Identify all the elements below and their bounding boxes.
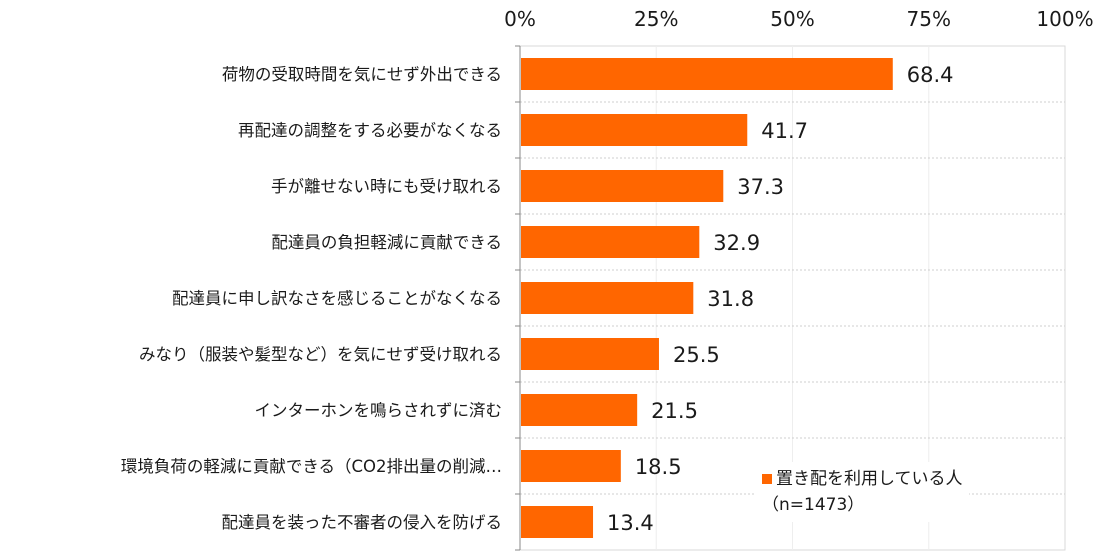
x-tick-label: 25%	[634, 7, 678, 31]
legend-sample-size: （n=1473）	[762, 495, 865, 515]
x-tick-label: 100%	[1036, 7, 1093, 31]
value-label: 68.4	[907, 63, 954, 87]
category-label: インターホンを鳴らされずに済む	[255, 401, 503, 420]
bar	[521, 450, 621, 482]
x-tick-label: 75%	[907, 7, 951, 31]
category-label: 配達員を装った不審者の侵入を防げる	[222, 513, 503, 532]
category-label: 配達員に申し訳なさを感じることがなくなる	[172, 289, 502, 308]
value-label: 31.8	[707, 287, 754, 311]
legend: 置き配を利用している人 （n=1473）	[756, 462, 969, 522]
category-label: 荷物の受取時間を気にせず外出できる	[222, 65, 502, 84]
bar	[521, 170, 724, 202]
category-label: 環境負荷の軽減に貢献できる（CO2排出量の削減…	[121, 457, 502, 476]
x-tick-label: 0%	[504, 7, 536, 31]
bar	[521, 338, 659, 370]
legend-swatch	[762, 474, 772, 484]
bar	[521, 506, 594, 538]
value-label: 41.7	[761, 119, 808, 143]
value-label: 18.5	[635, 455, 682, 479]
value-label: 37.3	[737, 175, 784, 199]
x-tick-label: 50%	[770, 7, 814, 31]
legend-label: 置き配を利用している人	[776, 469, 963, 489]
category-label: 手が離せない時にも受け取れる	[271, 177, 502, 196]
value-label: 25.5	[673, 343, 720, 367]
value-label: 21.5	[651, 399, 698, 423]
category-label: 再配達の調整をする必要がなくなる	[238, 121, 502, 140]
category-label: みなり（服装や髪型など）を気にせず受け取れる	[139, 345, 502, 364]
category-label: 配達員の負担軽減に貢献できる	[271, 233, 502, 252]
value-label: 32.9	[713, 231, 760, 255]
bar	[521, 58, 893, 90]
bar	[521, 282, 694, 314]
value-label: 13.4	[607, 511, 654, 535]
legend-entry: 置き配を利用している人	[762, 466, 963, 492]
bar	[521, 226, 700, 258]
bar	[521, 394, 638, 426]
bar	[521, 114, 748, 146]
